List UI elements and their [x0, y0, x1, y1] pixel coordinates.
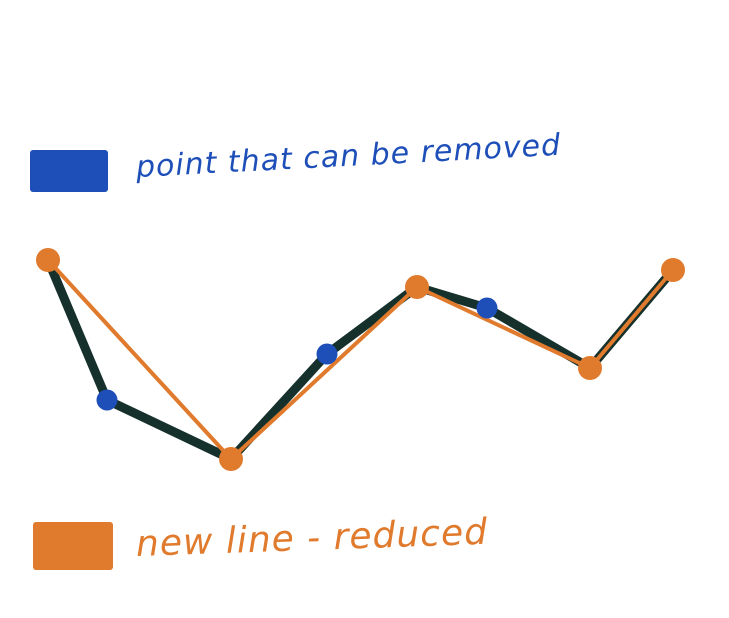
removable-point [316, 343, 338, 365]
reduced-segment [46, 258, 233, 461]
legend-swatch-removable [30, 150, 108, 192]
reduced-segment [415, 285, 592, 370]
kept-point [219, 447, 243, 471]
vertex-points [36, 248, 685, 471]
original-segment [43, 255, 112, 405]
removable-point [96, 389, 118, 411]
original-segment [102, 395, 236, 464]
kept-point [405, 275, 429, 299]
kept-point [661, 258, 685, 282]
reduced-polyline [46, 258, 675, 461]
kept-point [578, 356, 602, 380]
legend-swatch-reduced [33, 522, 113, 570]
reduced-segment [229, 285, 419, 461]
kept-point [36, 248, 60, 272]
reduced-segment [588, 268, 675, 370]
removable-point [476, 297, 498, 319]
